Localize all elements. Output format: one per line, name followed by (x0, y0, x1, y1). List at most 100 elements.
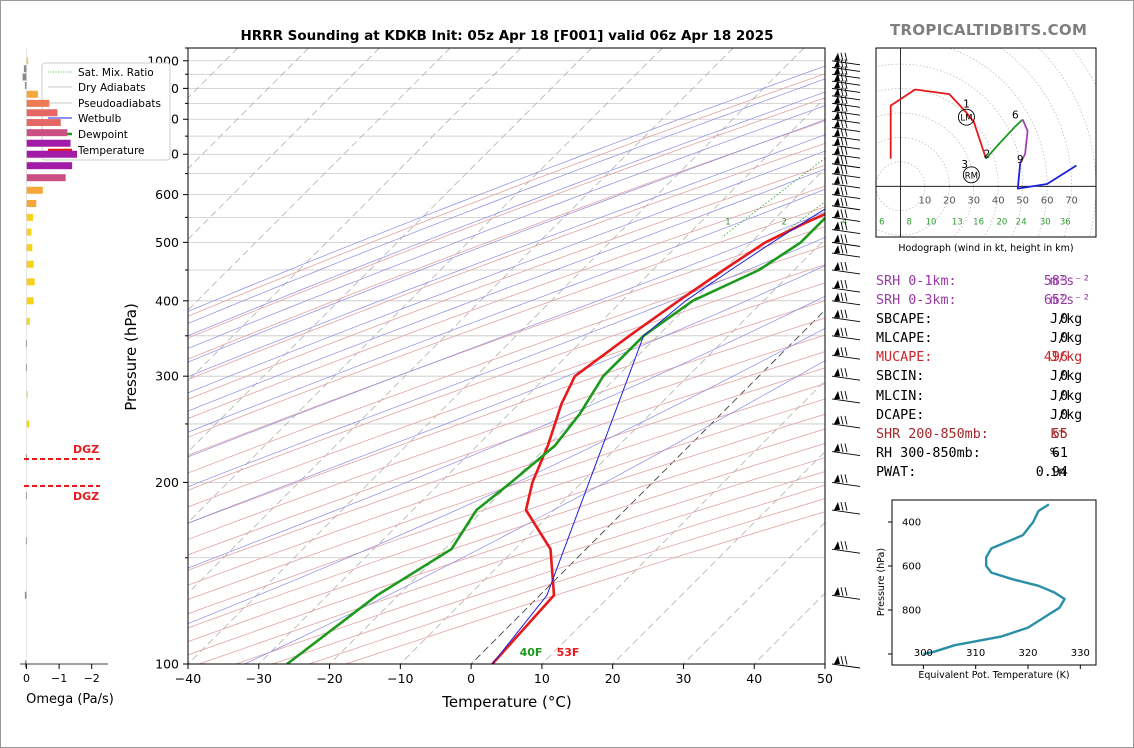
barb-shaft (831, 269, 861, 275)
barb-feather (844, 155, 848, 165)
lm-marker (957, 108, 975, 126)
dry-adiabat-line (188, 367, 825, 586)
dry-adiabat-line (188, 143, 825, 380)
pseudoadiabat-line (188, 211, 825, 458)
x-tick-label: 40 (746, 671, 762, 686)
stat-value: 496 (1043, 350, 1068, 366)
barb-feather (840, 209, 844, 219)
barb-shaft (831, 102, 861, 108)
barb-flag (834, 368, 840, 377)
theta-e-y-tick-label: 800 (902, 606, 921, 617)
pseudoadiabat-line (188, 265, 825, 524)
barb-shaft (831, 663, 861, 669)
wind-barb (831, 186, 861, 200)
wind-barb (831, 587, 861, 600)
hodograph-height-label: 3 (961, 159, 968, 171)
stat-label: SRH 0-3km: (876, 293, 957, 309)
barb-shaft (831, 354, 861, 360)
mix-ratio-line (876, 48, 1134, 237)
hodograph-height-label: 6 (1012, 109, 1019, 121)
lm-label: LM (960, 114, 972, 124)
mix-ratio-line (839, 48, 1097, 237)
omega-bar (26, 150, 78, 158)
x-tick-label: 0 (467, 671, 475, 686)
mix-ratio-label: 16 (973, 218, 984, 228)
barb-flag (834, 95, 840, 104)
barb-shaft (831, 509, 861, 515)
omega-bar (26, 90, 38, 98)
barb-feather (840, 66, 844, 75)
omega-bar (26, 186, 43, 194)
barb-feather (844, 368, 848, 377)
barb-shaft (831, 398, 861, 404)
barb-flag (834, 245, 840, 254)
theta-e-panel: 300 310 320 330 400 600 800 (888, 499, 1097, 669)
barb-feather (840, 234, 844, 243)
mix-ratio-line (1060, 48, 1134, 237)
omega-bar (26, 278, 35, 286)
omega-bar (26, 244, 33, 252)
barb-feather (840, 52, 844, 62)
barb-feather (844, 73, 848, 82)
barb-flag (834, 197, 840, 206)
dry-adiabat-line (188, 73, 825, 317)
barb-flag (834, 221, 840, 230)
barb-shaft (831, 73, 861, 79)
x-tick-label: 10 (534, 671, 550, 686)
stat-value: 0 (1059, 312, 1068, 328)
hodograph-ring-label: 30 (967, 195, 980, 206)
barb-feather (840, 368, 844, 377)
hodograph-height-label: 9 (1017, 154, 1024, 166)
y-tick-label: 300 (155, 369, 179, 384)
dry-adiabat-line (188, 264, 825, 491)
x-tick-label: 30 (675, 671, 691, 686)
pseudoadiabat-line (244, 360, 825, 664)
isotherm-line (329, 168, 825, 664)
barb-feather (840, 587, 844, 596)
omega-bar (26, 260, 34, 268)
mix-ratio-line (926, 48, 1134, 237)
wind-barb (831, 87, 861, 101)
x-tick-label: −20 (316, 671, 342, 686)
barb-shaft (831, 194, 861, 200)
skewt-background-lines (188, 48, 1134, 664)
mix-ratio-label: 4 (842, 218, 847, 228)
barb-feather (840, 197, 844, 207)
y-tick-label: 100 (155, 657, 179, 672)
stat-row: RH 300-850mb: 61% (876, 444, 1116, 463)
omega-bar (26, 213, 34, 221)
barb-feather (840, 186, 844, 196)
omega-bar (26, 317, 30, 325)
profile-dewpoint (286, 216, 825, 664)
hodograph-curves (889, 88, 1077, 190)
barb-shaft (831, 287, 861, 293)
omega-bar (24, 591, 27, 599)
barb-feather (844, 186, 848, 196)
isotherm-line (258, 97, 825, 664)
theta-e-curve-group (923, 503, 1066, 656)
barb-feather (840, 390, 844, 400)
barb-feather (844, 165, 848, 175)
stat-unit: J/kg (1050, 331, 1083, 347)
barb-feather (840, 309, 844, 319)
hodograph-ring-label: 70 (1065, 195, 1078, 206)
surface-dewpoint-label: 40F (520, 646, 543, 659)
barb-feather (844, 244, 848, 254)
barb-feather (844, 443, 848, 453)
legend-label-dry-adiabats: Dry Adiabats (78, 82, 146, 94)
stat-unit: in (1050, 464, 1067, 480)
hodograph-ring-label: 10 (919, 195, 932, 206)
mix-ratio-label: 2 (781, 218, 786, 228)
hodograph-ring-label: 50 (1016, 195, 1029, 206)
barb-feather (840, 327, 844, 337)
wind-barb (831, 292, 861, 306)
barb-feather (840, 87, 844, 97)
omega-x-tick-label: −2 (84, 672, 100, 685)
theta-e-x-tick-label: 300 (914, 648, 933, 659)
dgz-label-bottom: DGZ (73, 490, 99, 503)
theta-e-ylabel: Pressure (hPa) (876, 548, 887, 616)
stat-value: 583 (1043, 274, 1068, 289)
dry-adiabat-line (188, 413, 825, 629)
legend-label-pseudoadiabats: Pseudoadiabats (78, 98, 161, 110)
wind-barb (831, 279, 861, 293)
